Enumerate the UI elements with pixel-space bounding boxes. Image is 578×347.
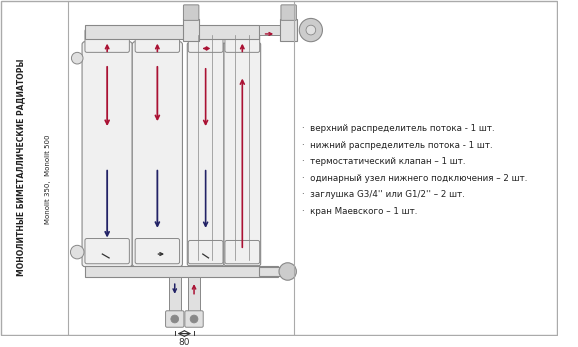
FancyBboxPatch shape xyxy=(135,238,180,264)
FancyBboxPatch shape xyxy=(188,29,223,52)
Bar xyxy=(85,266,278,277)
Circle shape xyxy=(171,315,179,323)
Bar xyxy=(259,266,282,276)
Text: ·  одинарный узел нижнего подключения – 2 шт.: · одинарный узел нижнего подключения – 2… xyxy=(302,174,528,183)
FancyBboxPatch shape xyxy=(224,43,261,266)
Text: ·  верхний распределитель потока - 1 шт.: · верхний распределитель потока - 1 шт. xyxy=(302,124,495,133)
FancyBboxPatch shape xyxy=(225,29,260,52)
Circle shape xyxy=(306,25,316,35)
FancyBboxPatch shape xyxy=(185,311,203,327)
Text: ·  кран Маевского – 1 шт.: · кран Маевского – 1 шт. xyxy=(302,206,417,215)
FancyBboxPatch shape xyxy=(85,238,129,264)
FancyBboxPatch shape xyxy=(132,42,183,266)
FancyBboxPatch shape xyxy=(281,5,297,20)
Text: 80: 80 xyxy=(179,338,190,347)
Circle shape xyxy=(71,245,84,259)
Circle shape xyxy=(299,18,323,42)
Circle shape xyxy=(279,263,297,280)
Text: МОНОЛИТНЫЕ БИМЕТАЛЛИЧЕСКИЕ РАДИАТОРЫ: МОНОЛИТНЫЕ БИМЕТАЛЛИЧЕСКИЕ РАДИАТОРЫ xyxy=(17,59,26,277)
Bar xyxy=(183,19,199,41)
Bar xyxy=(188,277,200,312)
FancyBboxPatch shape xyxy=(225,240,260,264)
Text: ·  термостатический клапан – 1 шт.: · термостатический клапан – 1 шт. xyxy=(302,157,466,166)
Bar xyxy=(280,19,297,41)
FancyBboxPatch shape xyxy=(85,29,129,52)
Bar xyxy=(169,277,180,312)
Circle shape xyxy=(72,52,83,64)
FancyBboxPatch shape xyxy=(183,5,199,20)
Bar xyxy=(85,25,259,39)
Text: Monolit 350,  Monolit 500: Monolit 350, Monolit 500 xyxy=(45,135,51,224)
Circle shape xyxy=(190,315,198,323)
FancyBboxPatch shape xyxy=(82,42,132,266)
Text: ·  заглушка G3/4'' или G1/2'' – 2 шт.: · заглушка G3/4'' или G1/2'' – 2 шт. xyxy=(302,190,465,199)
FancyBboxPatch shape xyxy=(135,29,180,52)
FancyBboxPatch shape xyxy=(187,43,224,266)
FancyBboxPatch shape xyxy=(188,240,223,264)
Bar xyxy=(259,25,280,35)
Text: ·  нижний распределитель потока - 1 шт.: · нижний распределитель потока - 1 шт. xyxy=(302,141,493,150)
FancyBboxPatch shape xyxy=(165,311,184,327)
